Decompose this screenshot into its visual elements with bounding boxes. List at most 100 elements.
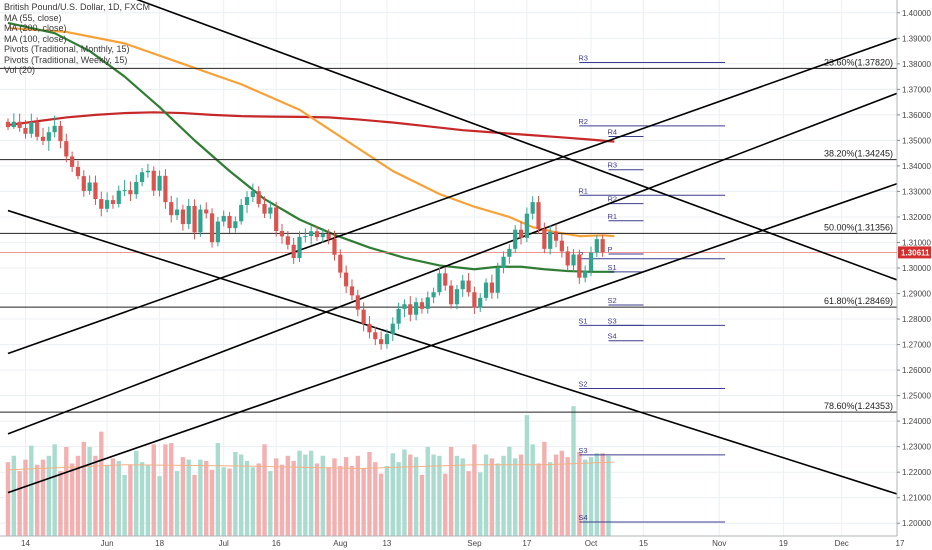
legend-ma200[interactable]: MA (200, close) — [4, 23, 67, 33]
candle — [355, 289, 360, 317]
candle — [448, 280, 454, 309]
y-tick-label: 1.37000 — [902, 85, 931, 94]
volume-bar — [11, 455, 17, 536]
candle — [507, 244, 512, 264]
candle — [390, 317, 395, 341]
candle — [139, 167, 145, 187]
weekly-pivot-label: S1 — [607, 263, 616, 272]
candle-body — [384, 334, 390, 345]
volume-bar — [547, 462, 553, 536]
volume-bar — [239, 454, 244, 536]
candle-body — [553, 231, 559, 241]
y-axis-bg — [897, 0, 932, 550]
candle-body — [565, 251, 570, 266]
weekly-pivot-label: S4 — [607, 332, 616, 341]
x-tick-label: 13 — [382, 539, 391, 548]
volume-bar — [34, 464, 40, 536]
legend-ma55[interactable]: MA (55, close) — [4, 12, 62, 23]
candle — [239, 199, 244, 225]
candle-body — [134, 181, 139, 195]
volume-bar — [110, 458, 116, 536]
volume-bar — [145, 464, 151, 536]
volume-bar — [291, 460, 296, 536]
volume-bar — [466, 471, 471, 536]
monthly-pivot-label: S1 — [578, 316, 587, 325]
volume-bar — [425, 446, 430, 536]
y-tick-label: 1.20000 — [902, 519, 931, 528]
candle-body — [99, 199, 104, 209]
candle-body — [466, 280, 471, 293]
volume-bar — [513, 458, 518, 536]
candle — [530, 196, 535, 220]
volume-bar — [320, 455, 326, 536]
volume-bar — [273, 458, 279, 536]
candle — [332, 230, 337, 261]
volume-bar — [233, 452, 238, 536]
volume-bar — [29, 445, 34, 536]
candle-body — [70, 156, 75, 167]
legend-pivots-weekly[interactable]: Pivots (Traditional, Weekly, 15) — [4, 54, 128, 65]
legend-volume[interactable]: Vol (20) — [4, 65, 36, 75]
candle-body — [448, 285, 454, 305]
candle — [145, 163, 151, 178]
candle — [58, 120, 63, 149]
y-tick-label: 1.25000 — [902, 392, 931, 401]
candle-body — [571, 254, 576, 266]
candle-body — [209, 213, 215, 243]
candle — [466, 273, 471, 297]
candle — [419, 298, 425, 314]
y-tick-label: 1.39000 — [902, 34, 931, 43]
candle — [250, 183, 255, 203]
volume-bar — [553, 454, 559, 536]
legend-symbol[interactable]: British Pound/U.S. Dollar, 1D, FXCM — [4, 2, 151, 12]
pivot-levels: R4R3R2R1PS1S2S3S4R4R3R2R1PS1S2S3S4 — [578, 54, 726, 523]
candle-body — [402, 304, 407, 309]
candle-body — [174, 209, 180, 216]
y-tick-label: 1.38000 — [902, 60, 931, 69]
x-tick-label: Jul — [219, 539, 229, 548]
candle-body — [419, 302, 425, 309]
fib-level-label: 38.20%(1.34245) — [824, 149, 893, 159]
candle — [361, 302, 366, 332]
x-tick-label: Aug — [333, 539, 347, 548]
monthly-pivot-label: R2 — [578, 117, 588, 126]
candle — [303, 228, 308, 243]
candle-body — [250, 191, 255, 198]
volume-bar — [518, 454, 524, 536]
candles — [5, 113, 605, 350]
legend-pivots-monthly[interactable]: Pivots (Traditional, Monthly, 15) — [4, 44, 130, 54]
volume-bar — [582, 459, 588, 536]
candle — [81, 170, 86, 197]
volume-bar — [46, 455, 52, 536]
volume-bar — [460, 458, 465, 536]
candle-body — [75, 166, 81, 177]
candle-body — [536, 202, 541, 229]
candle — [70, 151, 75, 173]
volume-bar — [58, 471, 63, 536]
volume-bar — [192, 474, 197, 536]
candle-body — [157, 175, 162, 191]
x-tick-label: 17 — [896, 539, 905, 548]
volume-bar — [198, 459, 203, 536]
volume-bar — [186, 459, 191, 536]
ma55-line — [7, 26, 615, 238]
candle — [29, 113, 34, 138]
candle-body — [151, 170, 156, 191]
candle — [314, 225, 320, 241]
volume-bar — [606, 455, 611, 536]
candle — [344, 265, 349, 294]
candle-body — [29, 122, 34, 134]
candle-body — [472, 292, 477, 308]
candle-body — [588, 252, 594, 272]
candle-body — [501, 256, 506, 268]
candle-body — [507, 248, 512, 257]
weekly-pivot-label: S2 — [607, 296, 616, 305]
volume-bar — [396, 462, 401, 536]
trendline — [7, 92, 897, 435]
legend-ma100[interactable]: MA (100, close) — [4, 33, 67, 44]
x-tick-label: 17 — [522, 539, 531, 548]
volume-bar — [314, 463, 320, 536]
candle — [11, 113, 16, 129]
candle-body — [297, 236, 302, 259]
